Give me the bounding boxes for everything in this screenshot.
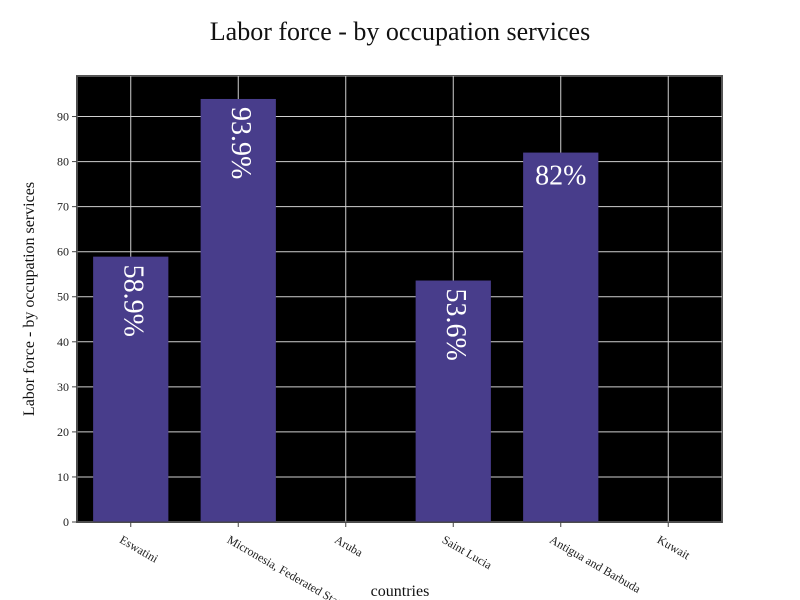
x-tick-label: Saint Lucia [440, 532, 495, 572]
bar-value-label: 93.9% [225, 107, 256, 179]
bar-value-label: 53.6% [440, 289, 471, 361]
y-tick-label: 20 [57, 425, 69, 439]
bar-value-labels: 58.9% 93.9% 53.6% 82% [117, 107, 586, 361]
x-tick-label: Aruba [332, 532, 366, 559]
y-tick-label: 80 [57, 155, 69, 169]
chart-title: Labor force - by occupation services [210, 17, 590, 46]
plot-area [76, 75, 723, 523]
y-tick-label: 40 [57, 335, 69, 349]
bar [93, 256, 169, 522]
bar-value-label: 82% [535, 161, 586, 192]
x-axis-title: countries [371, 583, 430, 600]
bar [200, 98, 276, 522]
y-tick-label: 30 [57, 380, 69, 394]
bar-value-label: 58.9% [117, 265, 148, 337]
x-tick-label: Eswatini [117, 532, 161, 565]
x-tick-label: Kuwait [655, 532, 693, 562]
bar [523, 152, 599, 522]
y-tick-label: 60 [57, 245, 69, 259]
y-tick-label: 0 [63, 515, 69, 529]
y-axis: 0 10 20 30 40 50 60 70 80 90 [57, 76, 78, 529]
x-tick-label: Antigua and Barbuda [547, 532, 643, 596]
y-tick-label: 50 [57, 290, 69, 304]
bar [415, 280, 491, 522]
y-tick-label: 70 [57, 200, 69, 214]
y-tick-label: 10 [57, 470, 69, 484]
y-axis-title: Labor force - by occupation services [21, 182, 38, 416]
bars [93, 98, 599, 522]
y-tick-label: 90 [57, 110, 69, 124]
